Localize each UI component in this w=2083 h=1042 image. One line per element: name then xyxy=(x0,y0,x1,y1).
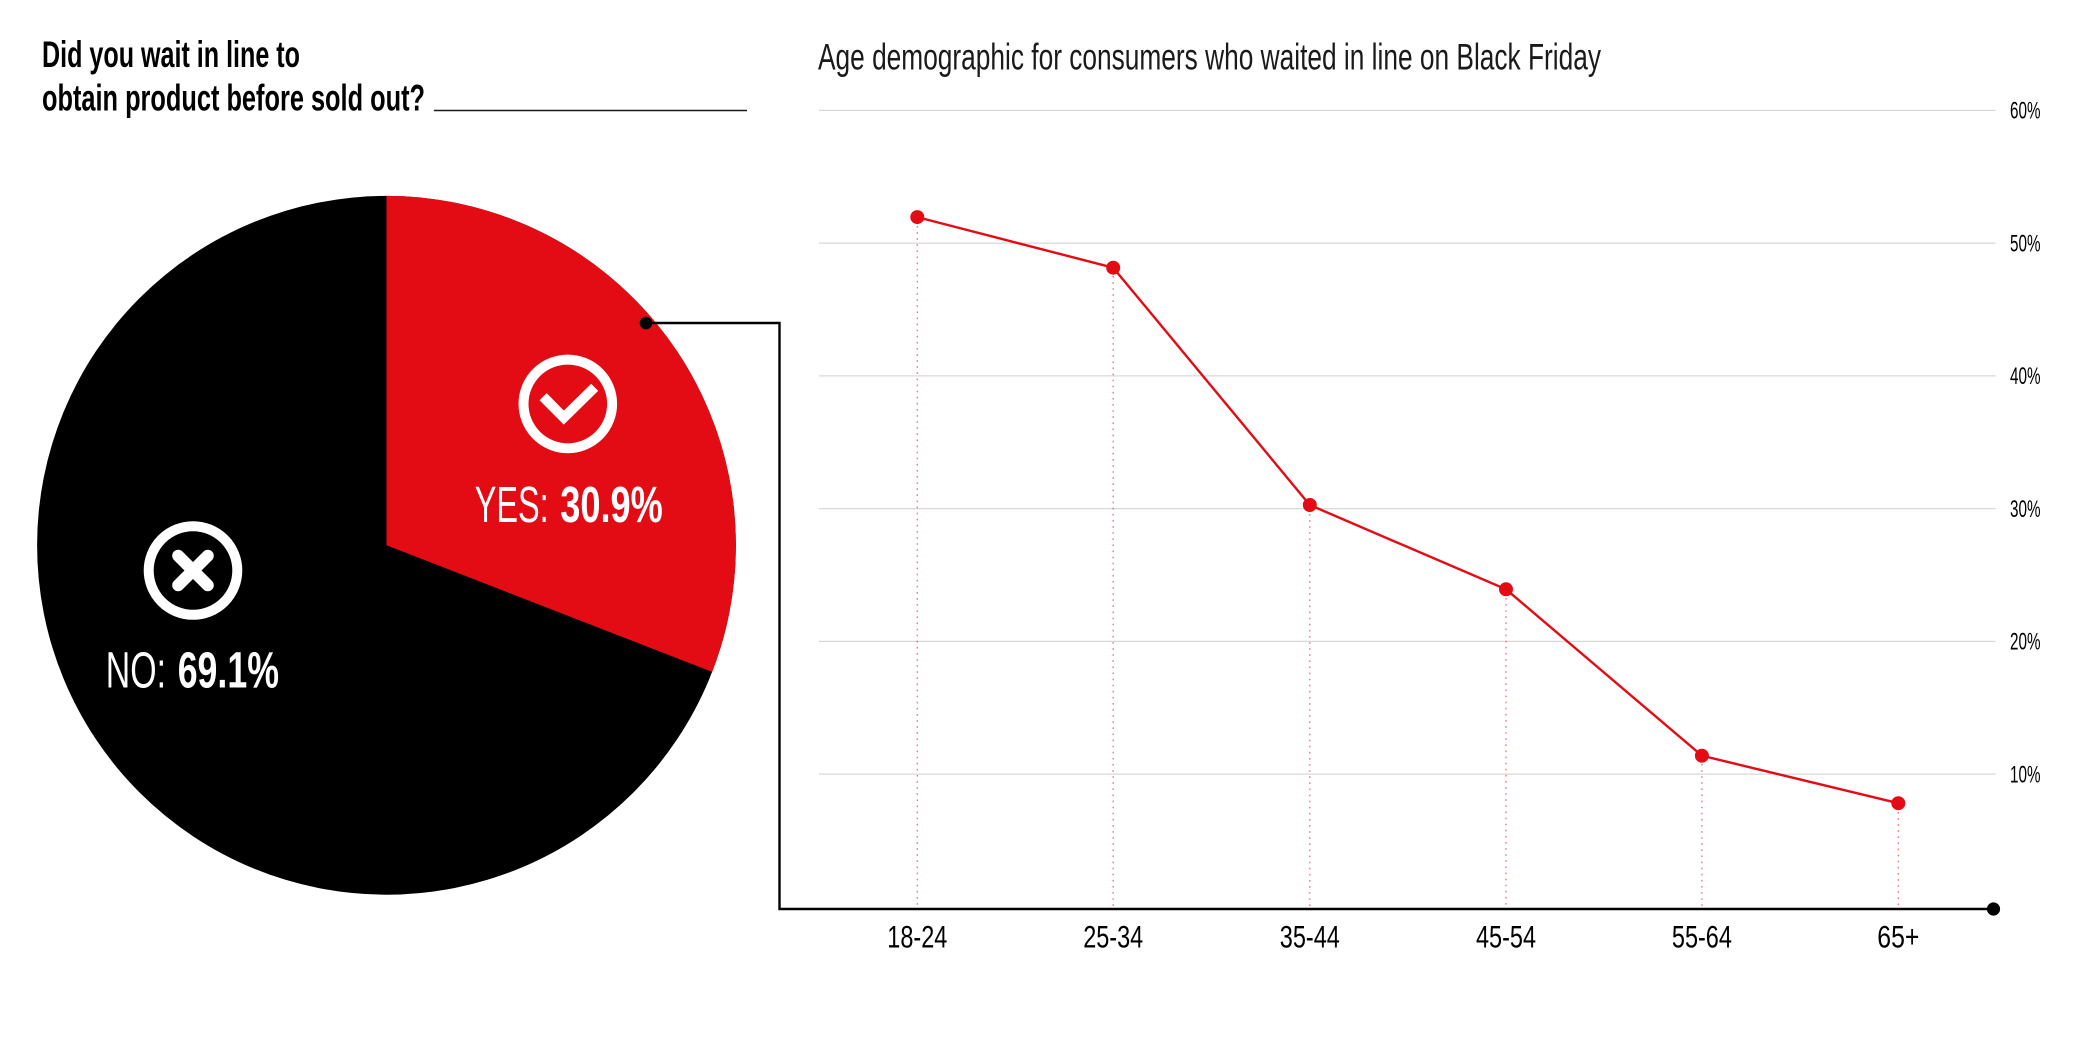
svg-text:Did you wait in line to: Did you wait in line to xyxy=(42,33,300,75)
svg-text:25-34: 25-34 xyxy=(1083,919,1143,955)
svg-text:Age demographic for consumers: Age demographic for consumers who waited… xyxy=(818,37,1601,78)
svg-text:10%: 10% xyxy=(2010,761,2041,788)
svg-text:18-24: 18-24 xyxy=(887,919,947,955)
svg-text:69.1%: 69.1% xyxy=(178,642,279,699)
svg-text:YES:: YES: xyxy=(475,476,549,533)
svg-text:55-64: 55-64 xyxy=(1672,919,1732,955)
svg-text:45-54: 45-54 xyxy=(1476,919,1536,955)
svg-text:30%: 30% xyxy=(2010,496,2041,523)
svg-text:obtain product before sold out: obtain product before sold out? xyxy=(42,77,425,119)
svg-text:50%: 50% xyxy=(2010,230,2041,257)
svg-text:60%: 60% xyxy=(2010,98,2041,125)
svg-text:40%: 40% xyxy=(2010,363,2041,390)
svg-text:35-44: 35-44 xyxy=(1280,919,1340,955)
svg-text:20%: 20% xyxy=(2010,629,2041,656)
svg-text:30.9%: 30.9% xyxy=(560,476,663,533)
svg-text:NO:: NO: xyxy=(106,642,166,699)
svg-text:65+: 65+ xyxy=(1877,919,1919,955)
